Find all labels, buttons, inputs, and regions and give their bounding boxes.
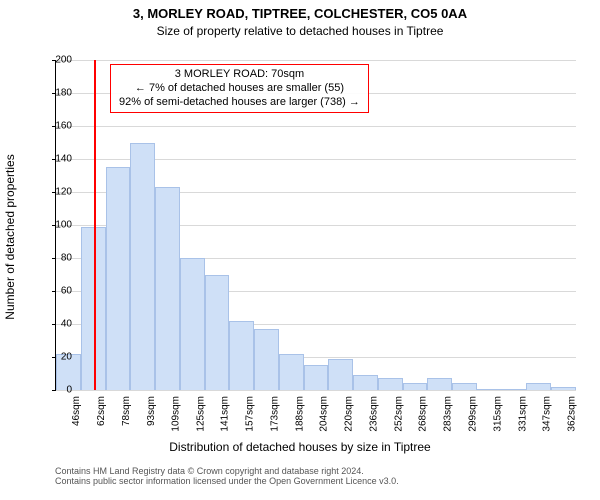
attribution-line1: Contains HM Land Registry data © Crown c… [55, 466, 575, 476]
reference-line [94, 60, 96, 390]
xtick-label: 62sqm [96, 396, 107, 426]
ytick-label: 200 [42, 55, 72, 66]
chart-container: { "title": { "line1": "3, MORLEY ROAD, T… [0, 0, 600, 500]
histogram-bar [328, 359, 353, 390]
histogram-bar [81, 227, 106, 390]
ytick-label: 60 [42, 286, 72, 297]
xtick-label: 299sqm [468, 396, 479, 432]
xtick-label: 220sqm [344, 396, 355, 432]
xtick-label: 362sqm [567, 396, 578, 432]
xtick-label: 109sqm [170, 396, 181, 432]
xtick-label: 204sqm [319, 396, 330, 432]
histogram-bar [477, 389, 502, 390]
xtick-label: 173sqm [269, 396, 280, 432]
x-axis-label: Distribution of detached houses by size … [0, 440, 600, 454]
histogram-bar [526, 383, 551, 390]
ytick-label: 140 [42, 154, 72, 165]
histogram-bar [502, 389, 527, 390]
histogram-bar [378, 378, 403, 390]
gridline [56, 126, 576, 127]
histogram-bar [254, 329, 279, 390]
infobox-line1: 3 MORLEY ROAD: 70sqm [119, 68, 360, 82]
xtick-label: 347sqm [542, 396, 553, 432]
xtick-label: 157sqm [245, 396, 256, 432]
infobox-line3: 92% of semi-detached houses are larger (… [119, 96, 360, 110]
histogram-bar [229, 321, 254, 390]
histogram-bar [551, 387, 576, 390]
xtick-label: 125sqm [195, 396, 206, 432]
ytick-label: 20 [42, 352, 72, 363]
ytick-label: 160 [42, 121, 72, 132]
ytick-label: 120 [42, 187, 72, 198]
histogram-bar [353, 375, 378, 390]
xtick-label: 315sqm [492, 396, 503, 432]
xtick-label: 78sqm [121, 396, 132, 426]
xtick-label: 46sqm [71, 396, 82, 426]
xtick-label: 141sqm [220, 396, 231, 432]
chart-subtitle: Size of property relative to detached ho… [0, 24, 600, 38]
y-axis-label: Number of detached properties [3, 87, 17, 387]
ytick-label: 80 [42, 253, 72, 264]
histogram-bar [403, 383, 428, 390]
ylabel-wrap: Number of detached properties [0, 0, 20, 420]
ytick-label: 0 [42, 385, 72, 396]
xtick-label: 236sqm [369, 396, 380, 432]
xtick-label: 283sqm [443, 396, 454, 432]
histogram-bar [106, 167, 131, 390]
chart-title: 3, MORLEY ROAD, TIPTREE, COLCHESTER, CO5… [0, 6, 600, 21]
attribution: Contains HM Land Registry data © Crown c… [55, 466, 575, 487]
histogram-bar [452, 383, 477, 390]
histogram-bar [279, 354, 304, 390]
histogram-bar [155, 187, 180, 390]
xtick-label: 331sqm [517, 396, 528, 432]
xtick-label: 268sqm [418, 396, 429, 432]
xtick-label: 93sqm [146, 396, 157, 426]
histogram-bar [205, 275, 230, 391]
info-box: 3 MORLEY ROAD: 70sqm← 7% of detached hou… [110, 64, 369, 113]
xtick-label: 188sqm [294, 396, 305, 432]
attribution-line2: Contains public sector information licen… [55, 476, 575, 486]
histogram-bar [427, 378, 452, 390]
gridline [56, 390, 576, 391]
ytick-label: 40 [42, 319, 72, 330]
xtick-label: 252sqm [393, 396, 404, 432]
histogram-bar [304, 365, 329, 390]
histogram-bar [180, 258, 205, 390]
gridline [56, 60, 576, 61]
ytick-label: 100 [42, 220, 72, 231]
ytick-label: 180 [42, 88, 72, 99]
histogram-bar [130, 143, 155, 391]
infobox-line2: ← 7% of detached houses are smaller (55) [119, 82, 360, 96]
